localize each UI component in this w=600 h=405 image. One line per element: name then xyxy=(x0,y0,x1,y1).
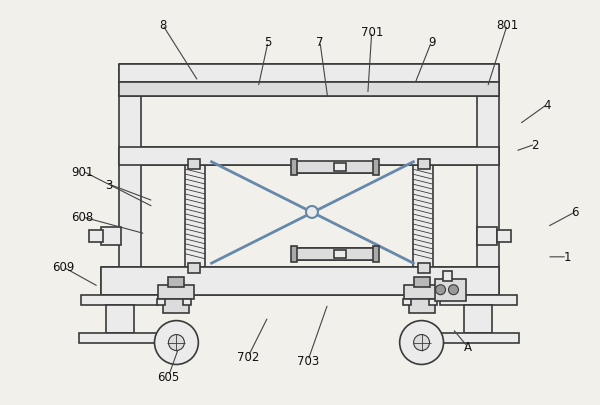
Bar xyxy=(443,271,452,281)
Text: 605: 605 xyxy=(157,370,179,383)
Text: 6: 6 xyxy=(571,206,579,219)
Text: 3: 3 xyxy=(105,178,112,191)
Bar xyxy=(291,246,297,262)
Bar xyxy=(184,299,191,305)
Text: 701: 701 xyxy=(361,26,383,39)
Text: 2: 2 xyxy=(532,139,539,151)
Text: 801: 801 xyxy=(496,19,518,32)
Text: 5: 5 xyxy=(265,36,272,49)
Bar xyxy=(413,277,430,287)
Bar xyxy=(478,97,499,269)
Bar xyxy=(89,230,103,242)
Bar xyxy=(404,285,440,299)
Bar xyxy=(373,246,379,262)
Bar xyxy=(291,160,297,176)
Bar xyxy=(79,333,160,343)
Text: 8: 8 xyxy=(159,19,166,32)
Text: A: A xyxy=(463,340,472,353)
Bar xyxy=(295,162,375,174)
Circle shape xyxy=(413,335,430,351)
Bar xyxy=(101,267,499,295)
Text: 901: 901 xyxy=(71,165,94,178)
Bar xyxy=(119,65,499,83)
Bar xyxy=(413,166,433,269)
Text: 609: 609 xyxy=(52,261,74,274)
Circle shape xyxy=(400,321,443,364)
Bar xyxy=(119,83,499,97)
Bar xyxy=(334,250,346,258)
Text: 4: 4 xyxy=(544,98,551,111)
Bar xyxy=(497,230,511,242)
Bar xyxy=(434,279,466,301)
Bar xyxy=(185,166,205,269)
Bar xyxy=(373,160,379,176)
Bar xyxy=(119,97,140,269)
Circle shape xyxy=(448,285,458,295)
Bar xyxy=(464,305,493,333)
Bar xyxy=(418,160,430,170)
Circle shape xyxy=(154,321,199,364)
Text: 7: 7 xyxy=(316,36,323,49)
Bar xyxy=(81,295,158,305)
Bar xyxy=(169,277,184,287)
Bar xyxy=(478,227,497,245)
Text: 9: 9 xyxy=(428,36,435,49)
Text: 702: 702 xyxy=(237,350,259,363)
Circle shape xyxy=(436,285,446,295)
Bar xyxy=(119,148,499,166)
Text: 703: 703 xyxy=(297,354,319,367)
Bar xyxy=(334,164,346,172)
Bar xyxy=(418,263,430,273)
Bar xyxy=(428,299,437,305)
Bar xyxy=(101,227,121,245)
Text: 1: 1 xyxy=(563,251,571,264)
Bar xyxy=(403,299,410,305)
Bar xyxy=(163,299,190,313)
Bar xyxy=(409,299,434,313)
Circle shape xyxy=(169,335,184,351)
Bar xyxy=(295,248,375,260)
Bar xyxy=(106,305,134,333)
Bar xyxy=(440,295,517,305)
Bar xyxy=(437,333,519,343)
Bar xyxy=(188,160,200,170)
Bar xyxy=(188,263,200,273)
Text: 608: 608 xyxy=(71,211,94,224)
Circle shape xyxy=(306,207,318,218)
Bar xyxy=(157,299,166,305)
Bar xyxy=(158,285,194,299)
